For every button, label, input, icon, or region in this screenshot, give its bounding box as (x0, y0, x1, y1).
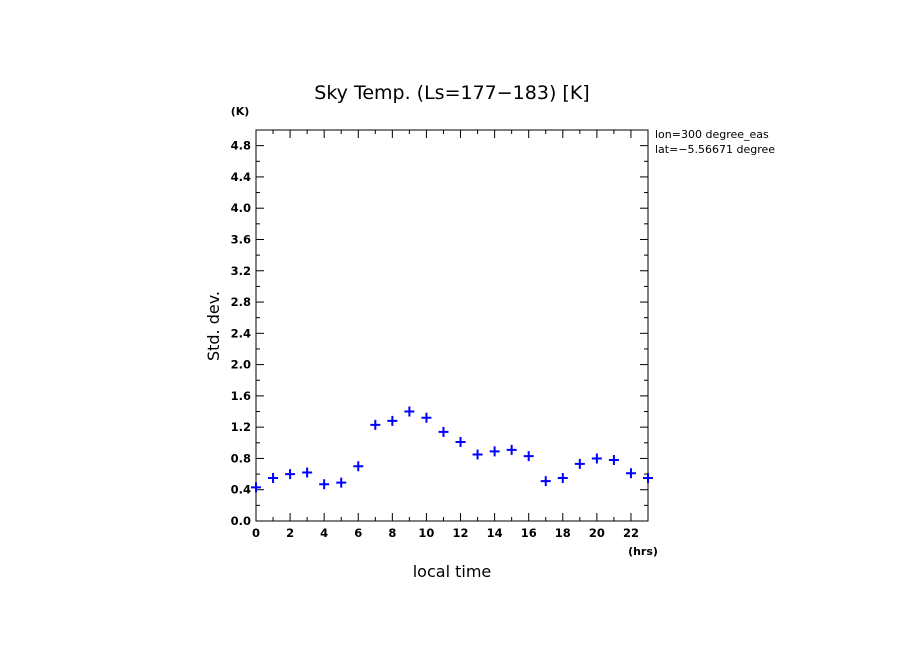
y-tick-label: 1.6 (231, 389, 251, 403)
data-point (523, 451, 534, 462)
annotation-longitude: lon=300 degree_eas (655, 128, 769, 141)
data-point (404, 406, 415, 417)
x-tick-label: 20 (589, 526, 605, 540)
data-point (574, 458, 585, 469)
x-tick-label: 8 (388, 526, 396, 540)
y-tick-label: 2.8 (231, 295, 251, 309)
data-point (540, 476, 551, 487)
plot-frame (255, 129, 649, 522)
data-point (591, 453, 602, 464)
data-point (353, 461, 364, 472)
annotation-latitude: lat=−5.56671 degree (655, 143, 775, 156)
x-tick-label: 10 (418, 526, 434, 540)
data-point (387, 415, 398, 426)
y-tick-label: 2.4 (231, 326, 251, 340)
data-point (489, 446, 500, 457)
y-tick-label: 0.4 (231, 483, 251, 497)
data-point (455, 437, 466, 448)
x-tick-label: 18 (555, 526, 571, 540)
x-tick-label: 6 (354, 526, 362, 540)
x-tick-label: 2 (286, 526, 294, 540)
y-unit-label: (K) (231, 105, 250, 118)
data-point (251, 482, 261, 493)
x-tick-label: 16 (521, 526, 537, 540)
data-point (557, 472, 568, 483)
data-points (251, 406, 653, 493)
y-tick-label: 1.2 (231, 420, 251, 434)
data-point (268, 472, 279, 483)
data-point (336, 477, 347, 488)
x-tick-label: 0 (252, 526, 260, 540)
y-axis-title: Std. dev. (204, 291, 223, 361)
y-tick-label: 3.6 (231, 232, 251, 246)
data-point (285, 469, 296, 480)
x-tick-label: 14 (487, 526, 503, 540)
x-tick-label: 4 (320, 526, 328, 540)
y-tick-label: 2.0 (231, 358, 251, 372)
data-point (421, 412, 432, 423)
axis-ticks (255, 129, 649, 522)
data-point (319, 479, 330, 490)
data-point (370, 419, 381, 430)
data-point (438, 426, 449, 437)
y-tick-label: 4.4 (231, 170, 251, 184)
data-point (625, 468, 636, 479)
x-unit-label: (hrs) (628, 545, 658, 558)
tick-labels: 0 2 4 6 8 10 12 14 16 18 20 22 0.0 0.4 0.8 1.2 1.6 2.0 2.4… (231, 139, 639, 540)
data-point (506, 444, 517, 455)
data-point (608, 455, 619, 466)
chart-title: Sky Temp. (Ls=177−183) [K] (314, 82, 589, 104)
data-point (472, 449, 483, 460)
y-tick-label: 4.8 (231, 139, 251, 153)
y-tick-label: 3.2 (231, 264, 251, 278)
x-axis-title: local time (413, 562, 492, 581)
x-tick-label: 22 (623, 526, 639, 540)
y-tick-label: 0.0 (231, 514, 251, 528)
data-point (643, 472, 653, 483)
x-tick-label: 12 (453, 526, 469, 540)
y-tick-label: 0.8 (231, 451, 251, 465)
data-point (302, 467, 313, 478)
y-tick-label: 4.0 (231, 201, 251, 215)
